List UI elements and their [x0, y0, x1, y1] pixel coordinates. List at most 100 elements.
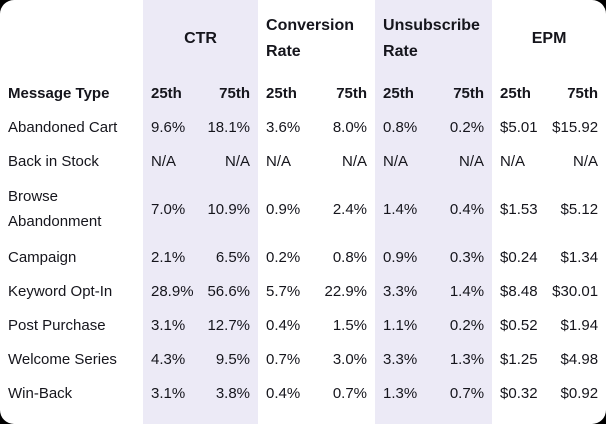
metric-cell: 0.7%: [266, 350, 301, 368]
table-row: Welcome Series 4.3% 9.5% 0.7% 3.0% 3.3% 1.3% $1…: [0, 342, 606, 376]
row-label: Browse Abandonment: [8, 188, 102, 230]
metric-cell: 3.1%: [143, 308, 200, 342]
metric-cell: $30.01: [552, 282, 599, 300]
metric-cell: 56.6%: [200, 274, 259, 308]
metric-cell: 1.4%: [375, 178, 430, 240]
filler-cell: [492, 410, 547, 424]
group-header-ctr: CTR: [143, 0, 259, 77]
group-header-conversion-rate: Conversion Rate: [266, 16, 355, 60]
metric-cell: $1.25: [500, 350, 538, 368]
metric-cell: 3.6%: [266, 118, 301, 136]
row-label: Post Purchase: [8, 316, 106, 334]
metric-cell: 1.5%: [332, 316, 368, 334]
row-label: Welcome Series: [8, 350, 117, 368]
metric-cell: 0.8%: [332, 248, 368, 266]
filler-cell: [547, 410, 606, 424]
group-header-epm: EPM: [531, 29, 567, 47]
metric-cell: N/A: [200, 144, 259, 178]
group-header-spacer: [0, 0, 143, 77]
metric-cell: $5.01: [500, 118, 538, 136]
metric-cell: $0.92: [560, 384, 599, 402]
table-body: Abandoned Cart 9.6% 18.1% 3.6% 8.0% 0.8% 0.2% $…: [0, 110, 606, 410]
column-header-ctr-25th: 25th: [143, 77, 200, 110]
column-header-row: Message Type 25th 75th 25th 75th 25th 75…: [0, 77, 606, 110]
row-label: Keyword Opt-In: [8, 282, 113, 300]
metric-cell: N/A: [375, 144, 430, 178]
metric-cell: 9.6%: [143, 110, 200, 144]
metric-cell: $4.98: [560, 350, 599, 368]
metric-cell: $1.34: [560, 248, 599, 266]
row-label: Campaign: [8, 248, 77, 266]
metric-cell: $0.52: [500, 316, 538, 334]
table-row: Back in Stock N/A N/A N/A N/A N/A N/A N/A N/A: [0, 144, 606, 178]
metric-cell: $0.32: [500, 384, 538, 402]
metric-cell: 10.9%: [200, 178, 259, 240]
metric-cell: 9.5%: [200, 342, 259, 376]
metric-cell: 0.8%: [375, 110, 430, 144]
metric-cell: 7.0%: [143, 178, 200, 240]
metric-cell: 6.5%: [200, 240, 259, 274]
table-row: Keyword Opt-In 28.9% 56.6% 5.7% 22.9% 3.3% 1.4…: [0, 274, 606, 308]
metric-cell: $1.53: [500, 200, 538, 218]
metric-cell: 8.0%: [332, 118, 368, 136]
table-row: Abandoned Cart 9.6% 18.1% 3.6% 8.0% 0.8% 0.2% $…: [0, 110, 606, 144]
group-header-unsubscribe-rate: Unsubscribe Rate: [375, 0, 493, 77]
metric-cell: 3.0%: [332, 350, 368, 368]
filler-cell: [310, 410, 375, 424]
metric-cell: 0.2%: [429, 308, 493, 342]
metric-cell: 0.3%: [429, 240, 493, 274]
row-label: Win-Back: [8, 384, 73, 402]
metric-cell: N/A: [342, 152, 368, 170]
metric-cell: 4.3%: [143, 342, 200, 376]
metric-cell: 0.4%: [429, 178, 493, 240]
metric-cell: 3.1%: [143, 376, 200, 410]
metric-cell: 1.3%: [375, 376, 430, 410]
row-label: Back in Stock: [8, 152, 99, 170]
metric-cell: 0.7%: [429, 376, 493, 410]
column-header-epm-25th: 25th: [500, 85, 531, 102]
metric-cell: 18.1%: [200, 110, 259, 144]
metric-cell: 1.1%: [375, 308, 430, 342]
filler-cell: [375, 410, 430, 424]
metric-cell: $0.24: [500, 248, 538, 266]
metric-cell: N/A: [573, 152, 599, 170]
metric-cell: N/A: [429, 144, 493, 178]
table-row: Post Purchase 3.1% 12.7% 0.4% 1.5% 1.1% 0.2% $0…: [0, 308, 606, 342]
column-header-message-type: Message Type: [8, 85, 110, 102]
metric-cell: 3.3%: [375, 342, 430, 376]
metric-cell: 2.1%: [143, 240, 200, 274]
metric-cell: 0.2%: [429, 110, 493, 144]
metric-cell: $1.94: [560, 316, 599, 334]
row-label: Abandoned Cart: [8, 118, 118, 136]
column-header-ctr-75th: 75th: [200, 77, 259, 110]
filler-cell: [143, 410, 200, 424]
filler-cell: [258, 410, 310, 424]
metric-cell: N/A: [266, 152, 292, 170]
table-row: Campaign 2.1% 6.5% 0.2% 0.8% 0.9% 0.3% $0.24 $1.…: [0, 240, 606, 274]
column-header-unsubscribe-25th: 25th: [375, 77, 430, 110]
metric-cell: $5.12: [560, 200, 599, 218]
column-header-conversion-25th: 25th: [266, 85, 297, 102]
filler-row: [0, 410, 606, 424]
metric-cell: 0.7%: [332, 384, 368, 402]
column-header-epm-75th: 75th: [567, 85, 599, 102]
column-header-conversion-75th: 75th: [336, 85, 368, 102]
table-row: Browse Abandonment 7.0% 10.9% 0.9% 2.4% 1.4% 0…: [0, 178, 606, 240]
metric-cell: 12.7%: [200, 308, 259, 342]
metric-cell: 1.3%: [429, 342, 493, 376]
metric-cell: N/A: [500, 152, 526, 170]
metric-cell: $15.92: [552, 118, 599, 136]
group-header-row: CTR Conversion Rate Unsubscribe Rate EPM: [0, 0, 606, 77]
metric-cell: 0.9%: [375, 240, 430, 274]
metric-cell: 28.9%: [143, 274, 200, 308]
metric-cell: 22.9%: [324, 282, 368, 300]
metric-cell: N/A: [143, 144, 200, 178]
metric-cell: 0.4%: [266, 384, 301, 402]
metric-cell: 2.4%: [332, 200, 368, 218]
filler-cell: [200, 410, 259, 424]
metric-cell: 1.4%: [429, 274, 493, 308]
metric-cell: 0.4%: [266, 316, 301, 334]
column-header-unsubscribe-75th: 75th: [429, 77, 493, 110]
metric-cell: 3.8%: [200, 376, 259, 410]
